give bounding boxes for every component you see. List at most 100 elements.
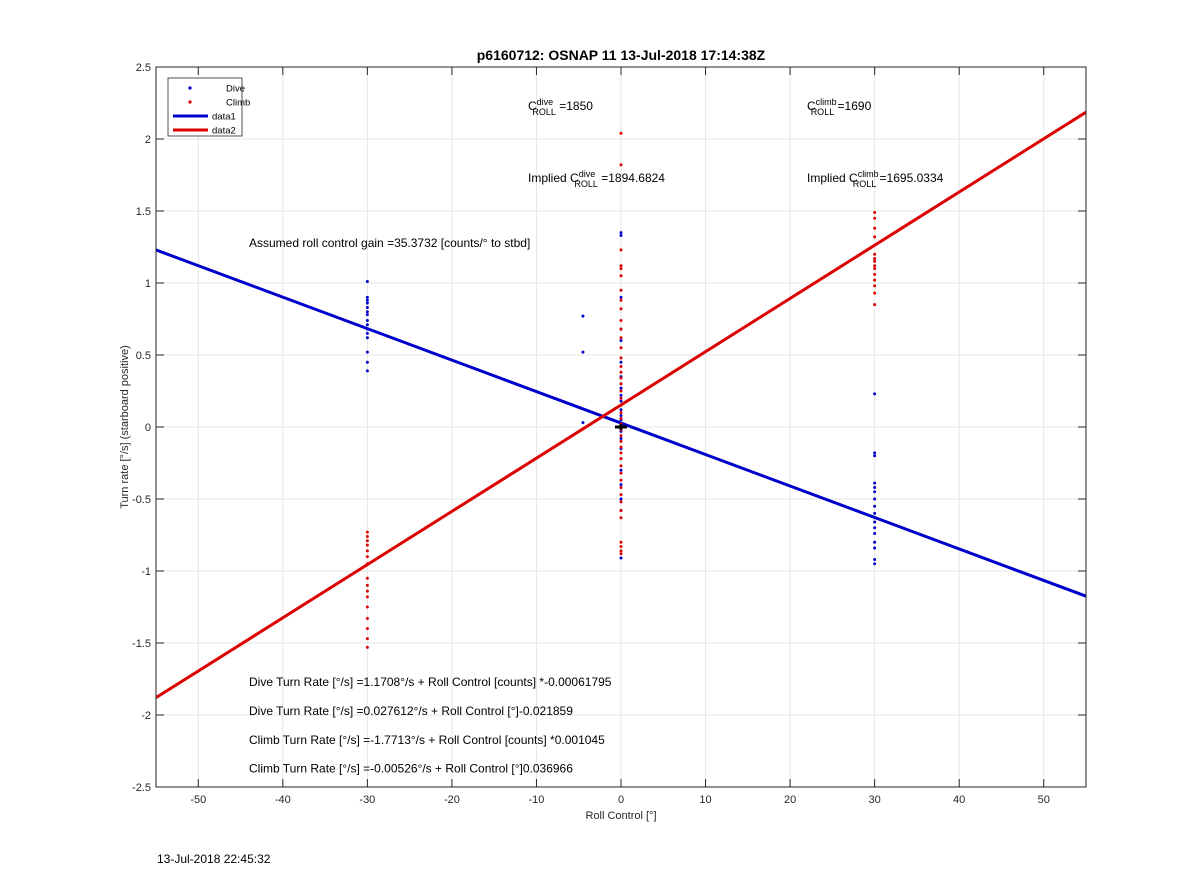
point-dive xyxy=(581,350,585,354)
point-dive xyxy=(619,295,623,299)
point-climb xyxy=(619,274,623,278)
x-axis-label: Roll Control [°] xyxy=(585,810,656,822)
point-climb xyxy=(365,576,369,580)
point-climb xyxy=(873,210,877,214)
point-dive xyxy=(619,437,623,441)
point-climb xyxy=(873,259,877,263)
annotation-text: Climb Turn Rate [°/s] =-1.7713°/s + Roll… xyxy=(249,733,605,747)
point-climb xyxy=(365,562,369,566)
point-climb xyxy=(873,291,877,295)
point-dive xyxy=(619,468,623,472)
point-dive xyxy=(873,481,877,485)
point-dive xyxy=(873,392,877,396)
point-dive xyxy=(619,393,623,397)
y-tick-label: 1.5 xyxy=(136,206,151,218)
point-dive xyxy=(873,511,877,515)
legend-label-data2: data2 xyxy=(212,126,236,137)
annotation-text: Assumed roll control gain =35.3732 [coun… xyxy=(249,236,530,250)
point-dive xyxy=(619,386,623,390)
point-climb xyxy=(619,264,623,268)
point-climb xyxy=(365,627,369,631)
point-climb xyxy=(873,235,877,239)
point-dive xyxy=(873,540,877,544)
annotation-text: Dive Turn Rate [°/s] =1.1708°/s + Roll C… xyxy=(249,675,612,689)
point-climb xyxy=(873,303,877,307)
point-dive xyxy=(365,336,369,340)
point-dive xyxy=(873,532,877,536)
point-dive xyxy=(619,497,623,501)
point-dive xyxy=(365,295,369,299)
point-climb xyxy=(619,336,623,340)
y-tick-label: -1.5 xyxy=(132,638,151,650)
point-climb xyxy=(619,389,623,393)
point-climb xyxy=(619,411,623,415)
y-tick-label: 0.5 xyxy=(136,350,151,362)
annotation-formula: Cclimb ROLL =1690 xyxy=(807,97,872,117)
x-tick-label: 10 xyxy=(699,794,711,806)
point-dive xyxy=(581,314,585,318)
point-dive xyxy=(365,305,369,309)
point-climb xyxy=(365,645,369,649)
point-climb xyxy=(365,543,369,547)
point-dive xyxy=(365,369,369,373)
point-climb xyxy=(619,439,623,443)
point-dive xyxy=(873,562,877,566)
annotation-text: Climb Turn Rate [°/s] =-0.00526°/s + Rol… xyxy=(249,762,573,776)
point-climb xyxy=(619,131,623,135)
legend-label-climb: Climb xyxy=(226,98,250,109)
point-climb xyxy=(619,370,623,374)
point-climb xyxy=(873,252,877,256)
point-climb xyxy=(619,163,623,167)
point-climb xyxy=(619,356,623,360)
x-tick-label: -10 xyxy=(529,794,545,806)
legend-label-dive: Dive xyxy=(226,84,245,95)
point-dive xyxy=(619,408,623,412)
point-dive xyxy=(365,301,369,305)
point-climb xyxy=(619,516,623,520)
print-timestamp: 13-Jul-2018 22:45:32 xyxy=(157,852,271,866)
point-climb xyxy=(619,318,623,322)
point-dive xyxy=(365,318,369,322)
point-climb xyxy=(619,485,623,489)
point-climb xyxy=(365,583,369,587)
point-dive xyxy=(873,557,877,561)
point-climb xyxy=(365,555,369,559)
point-dive xyxy=(873,454,877,458)
point-dive xyxy=(619,360,623,364)
point-climb xyxy=(619,403,623,407)
x-tick-label: 40 xyxy=(953,794,965,806)
point-dive xyxy=(873,526,877,530)
y-tick-label: -2.5 xyxy=(132,782,151,794)
point-climb xyxy=(619,307,623,311)
point-dive xyxy=(873,520,877,524)
point-dive xyxy=(365,298,369,302)
x-tick-label: 50 xyxy=(1038,794,1050,806)
point-dive xyxy=(619,556,623,560)
point-climb xyxy=(619,464,623,468)
point-climb xyxy=(873,267,877,271)
axes: -50 -40 -30 -20 -10 0 10 20 30 40 50-2.5-2-1.5-1-0… xyxy=(119,47,1087,822)
point-climb xyxy=(619,267,623,271)
point-climb xyxy=(873,278,877,282)
point-dive xyxy=(365,360,369,364)
point-climb xyxy=(873,264,877,268)
chart-title: p6160712: OSNAP 11 13-Jul-2018 17:14:38Z xyxy=(477,47,766,63)
plot-series xyxy=(156,110,1086,699)
annotation-formula: Implied Cclimb ROLL =1695.0334 xyxy=(807,169,944,189)
point-dive xyxy=(365,350,369,354)
point-climb xyxy=(365,549,369,553)
point-climb xyxy=(873,284,877,288)
point-climb xyxy=(873,216,877,220)
point-dive xyxy=(619,231,623,235)
x-tick-label: 30 xyxy=(869,794,881,806)
point-climb xyxy=(619,540,623,544)
point-dive xyxy=(365,331,369,335)
y-tick-label: -2 xyxy=(141,710,151,722)
point-climb xyxy=(365,617,369,621)
legend-marker-dive xyxy=(188,86,192,90)
point-climb xyxy=(619,416,623,420)
point-climb xyxy=(619,500,623,504)
point-dive xyxy=(581,421,585,425)
point-dive xyxy=(873,485,877,489)
